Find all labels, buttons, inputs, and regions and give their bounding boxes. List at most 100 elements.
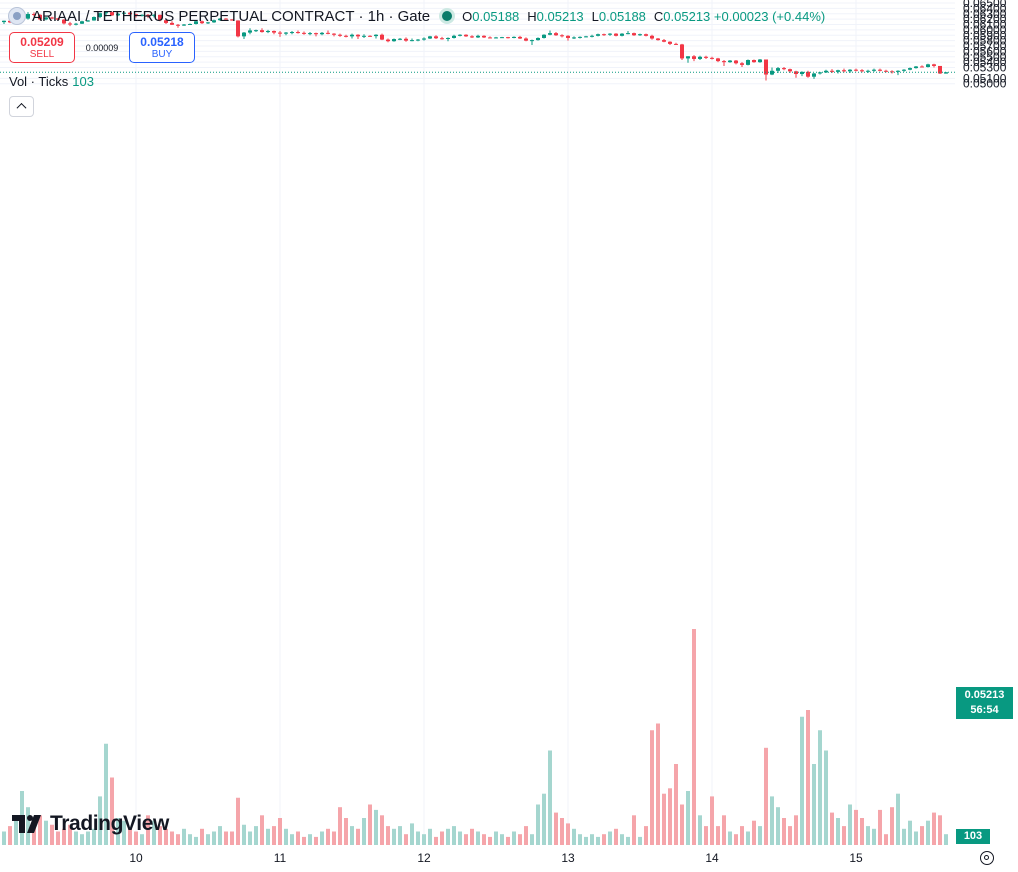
volume-bar bbox=[176, 834, 180, 845]
price-tick-label: 0.05900 bbox=[963, 28, 1007, 42]
candle-body bbox=[620, 33, 624, 36]
price-tick-label: 0.05800 bbox=[963, 34, 1007, 48]
volume-bar bbox=[116, 818, 120, 845]
buy-button[interactable]: 0.05218 BUY bbox=[129, 32, 195, 63]
candle-body bbox=[380, 34, 384, 40]
symbol-title[interactable]: ARIAAI / TETHERUS PERPETUAL CONTRACT · 1… bbox=[32, 7, 431, 25]
volume-bar bbox=[8, 826, 12, 845]
volume-bar bbox=[866, 826, 870, 845]
last-price-value: 0.05213 bbox=[964, 689, 1005, 701]
candle-body bbox=[488, 37, 492, 39]
volume-bar bbox=[476, 831, 480, 845]
candle-body bbox=[812, 73, 816, 77]
candle-body bbox=[614, 33, 618, 36]
candle-body bbox=[266, 30, 270, 33]
volume-bar bbox=[242, 824, 246, 845]
candle-body bbox=[908, 68, 912, 70]
volume-bar bbox=[374, 809, 378, 845]
volume-bar bbox=[440, 831, 444, 845]
volume-bar bbox=[446, 828, 450, 845]
volume-bar bbox=[524, 826, 528, 845]
candle-body bbox=[500, 37, 504, 39]
volume-bar bbox=[716, 826, 720, 845]
candle-body bbox=[458, 34, 462, 36]
volume-bar bbox=[848, 804, 852, 845]
candle-body bbox=[356, 34, 360, 37]
candle-body bbox=[884, 70, 888, 72]
tradingview-logo-icon bbox=[12, 815, 41, 833]
volume-bar bbox=[656, 723, 660, 845]
volume-bar bbox=[134, 831, 138, 845]
volume-bar bbox=[278, 818, 282, 845]
volume-bar bbox=[380, 815, 384, 845]
candle-body bbox=[158, 14, 162, 21]
volume-bar bbox=[506, 836, 510, 845]
candle-body bbox=[236, 20, 240, 37]
ohlc-close: C0.05213 +0.00023 (+0.44%) bbox=[653, 8, 826, 24]
candle-body bbox=[662, 40, 666, 42]
volume-bar bbox=[896, 793, 900, 845]
volume-bar bbox=[152, 820, 156, 845]
ohlc-open: O0.05188 bbox=[462, 8, 520, 24]
candle-body bbox=[296, 32, 300, 34]
candle-body bbox=[554, 33, 558, 36]
candle-body bbox=[896, 70, 900, 72]
buy-price: 0.05218 bbox=[140, 34, 184, 49]
candle-body bbox=[776, 68, 780, 71]
volume-bar bbox=[728, 831, 732, 845]
volume-bar bbox=[194, 836, 198, 845]
volume-bar bbox=[32, 824, 36, 845]
volume-bar bbox=[338, 807, 342, 845]
candle-body bbox=[446, 37, 450, 39]
candle-body bbox=[608, 33, 612, 35]
volume-bar bbox=[782, 818, 786, 845]
candle-body bbox=[758, 59, 762, 63]
candle-body bbox=[560, 35, 564, 37]
volume-badge: 103 bbox=[956, 829, 990, 844]
volume-bar bbox=[770, 796, 774, 845]
candle-body bbox=[74, 23, 78, 25]
volume-bar bbox=[50, 824, 54, 845]
volume-bar bbox=[356, 828, 360, 845]
candle-body bbox=[926, 64, 930, 68]
volume-legend-value: 103 bbox=[72, 74, 94, 89]
volume-bar bbox=[674, 764, 678, 845]
candle-body bbox=[326, 32, 330, 34]
sell-button[interactable]: 0.05209 SELL bbox=[9, 32, 75, 63]
volume-bar bbox=[410, 823, 414, 845]
settings-icon[interactable] bbox=[980, 851, 994, 865]
volume-bar bbox=[104, 743, 108, 845]
candle-body bbox=[824, 70, 828, 73]
volume-bar bbox=[722, 815, 726, 845]
candle-body bbox=[572, 37, 576, 39]
candle-body bbox=[716, 58, 720, 62]
candle-body bbox=[722, 61, 726, 63]
candle-body bbox=[188, 23, 192, 25]
volume-bar bbox=[488, 836, 492, 845]
candle-body bbox=[284, 32, 288, 34]
candle-body bbox=[224, 18, 228, 20]
volume-bar bbox=[2, 831, 6, 845]
volume-bar bbox=[110, 777, 114, 845]
candle-body bbox=[344, 35, 348, 37]
candle-body bbox=[518, 36, 522, 39]
volume-bar bbox=[536, 804, 540, 845]
volume-bar bbox=[920, 826, 924, 845]
candle-body bbox=[146, 14, 150, 16]
volume-legend[interactable]: Vol · Ticks 103 bbox=[9, 74, 94, 89]
collapse-legend-button[interactable] bbox=[9, 96, 34, 117]
candle-body bbox=[122, 12, 126, 14]
candle-body bbox=[398, 38, 402, 40]
candle-body bbox=[260, 30, 264, 33]
price-tick-label: 0.05500 bbox=[963, 50, 1007, 64]
volume-bar bbox=[482, 834, 486, 845]
volume-bar bbox=[902, 828, 906, 845]
tradingview-logo[interactable]: TradingView bbox=[12, 812, 169, 836]
candle-body bbox=[140, 14, 144, 16]
volume-bar bbox=[428, 828, 432, 845]
volume-bar bbox=[74, 831, 78, 845]
volume-bar bbox=[752, 820, 756, 845]
volume-bar bbox=[512, 831, 516, 845]
volume-bar bbox=[560, 818, 564, 845]
